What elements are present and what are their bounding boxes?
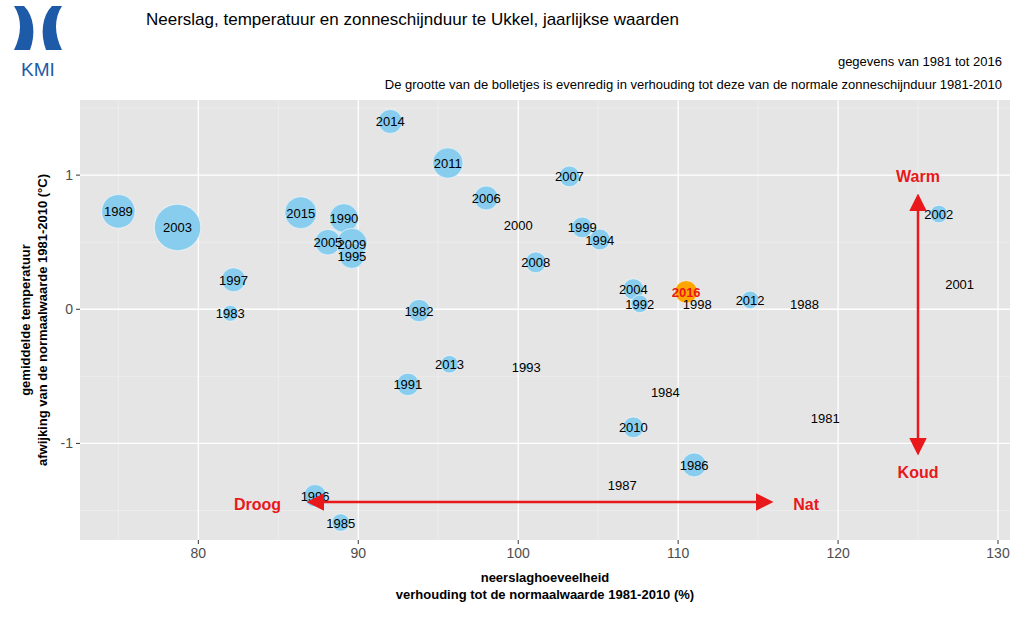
tick-mark [76, 443, 80, 444]
point-label: 2008 [521, 255, 550, 270]
tick-label: 90 [350, 545, 366, 561]
tick-mark [198, 540, 199, 544]
annotation: Droog [234, 496, 281, 513]
point-label: 1990 [329, 211, 358, 226]
tick-mark [838, 540, 839, 544]
minor-grid-line [758, 100, 759, 540]
point-label: 2006 [472, 191, 501, 206]
point-label: 1982 [405, 304, 434, 319]
point-label: 1989 [104, 204, 133, 219]
point-label: 2015 [286, 206, 315, 221]
tick-label: 120 [826, 545, 850, 561]
minor-grid-line [598, 100, 599, 540]
point-label: 1994 [585, 233, 614, 248]
point-label: 2011 [434, 156, 462, 171]
point-label: 2014 [376, 114, 405, 129]
tick-label: 110 [667, 545, 690, 561]
point-label: 2003 [163, 220, 192, 235]
point-label: 1995 [337, 249, 366, 264]
subtitle: De grootte van de bolletjes is evenredig… [385, 77, 1002, 92]
grid-line [837, 100, 838, 540]
point-label: 1981 [811, 411, 840, 426]
grid-line [80, 443, 1010, 444]
y-axis-label: afwijking van de normaalwaarde 1981-2010… [35, 174, 50, 466]
arrow [310, 501, 770, 504]
minor-grid-line [80, 510, 1010, 511]
tick-label: 0 [65, 301, 73, 317]
annotation: Koud [898, 464, 939, 481]
logo-shape [14, 6, 33, 50]
grid-line [997, 100, 998, 540]
bubble [285, 197, 317, 229]
point-label: 1987 [608, 478, 637, 493]
point-label: 1988 [790, 297, 819, 312]
annotation: Warm [896, 168, 940, 185]
grid-line [358, 100, 359, 540]
subtitle: gegevens van 1981 tot 2016 [838, 54, 1002, 69]
logo: KMI [14, 6, 62, 80]
point-label: 2004 [619, 282, 648, 297]
point-labels: 1989200320151990200520091995199719832014… [104, 114, 974, 530]
x-axis-label: verhouding tot de normaalwaarde 1981-201… [396, 587, 694, 602]
point-label: 1993 [512, 360, 541, 375]
tick-mark [678, 540, 679, 544]
plot-background [80, 100, 1010, 540]
grid-line [677, 100, 678, 540]
tick-mark [518, 540, 519, 544]
point-label: 1983 [216, 306, 245, 321]
chart-container: KMI Neerslag, temperatuur en zonneschijnd… [0, 0, 1024, 619]
tick-mark [76, 309, 80, 310]
minor-grid-line [80, 376, 1010, 377]
chart-svg: KMI Neerslag, temperatuur en zonneschijnd… [0, 0, 1024, 619]
minor-grid-line [118, 100, 119, 540]
arrows [310, 197, 918, 502]
bubble [154, 204, 200, 250]
minor-grid-line [80, 108, 1010, 109]
x-axis-label: neerslaghoeveelheid [481, 570, 610, 585]
arrow [917, 197, 920, 452]
annotation: Nat [793, 496, 819, 513]
tick-mark [358, 540, 359, 544]
axes: 80 90 100 110 120 130 -1 0 1 [61, 167, 1010, 561]
tick-label: -1 [61, 435, 74, 451]
point-label: 1984 [651, 385, 680, 400]
tick-mark [76, 175, 80, 176]
bubble [102, 195, 136, 229]
point-label: 2000 [504, 218, 533, 233]
minor-grid-line [80, 242, 1010, 243]
grid-line [80, 174, 1010, 175]
tick-label: 1 [65, 167, 73, 183]
point-label: 2010 [619, 420, 648, 435]
grid-line [198, 100, 199, 540]
points [102, 109, 948, 531]
tick-label: 80 [191, 545, 207, 561]
point-label: 2002 [924, 207, 953, 222]
tick-label: 130 [986, 545, 1010, 561]
annotations: Warm Koud Droog Nat [234, 168, 940, 513]
point-label: 1998 [683, 297, 712, 312]
point-label: 1986 [680, 458, 709, 473]
point-label: 2007 [555, 169, 584, 184]
logo-text: KMI [21, 59, 55, 80]
point-label: 2012 [736, 293, 765, 308]
point-label: 1985 [326, 516, 355, 531]
grid [80, 100, 1010, 540]
bubble [433, 148, 463, 178]
title: Neerslag, temperatuur en zonneschijnduur… [146, 10, 679, 29]
point-label: 2001 [945, 277, 974, 292]
point-label: 2013 [435, 357, 464, 372]
point-label: 1997 [219, 273, 248, 288]
logo-shape [43, 6, 62, 50]
minor-grid-line [278, 100, 279, 540]
point-label: 1991 [393, 377, 422, 392]
y-axis-label: gemiddelde temperatuur [18, 244, 33, 396]
point-label: 1992 [625, 297, 654, 312]
grid-line [518, 100, 519, 540]
tick-mark [998, 540, 999, 544]
tick-label: 100 [507, 545, 531, 561]
